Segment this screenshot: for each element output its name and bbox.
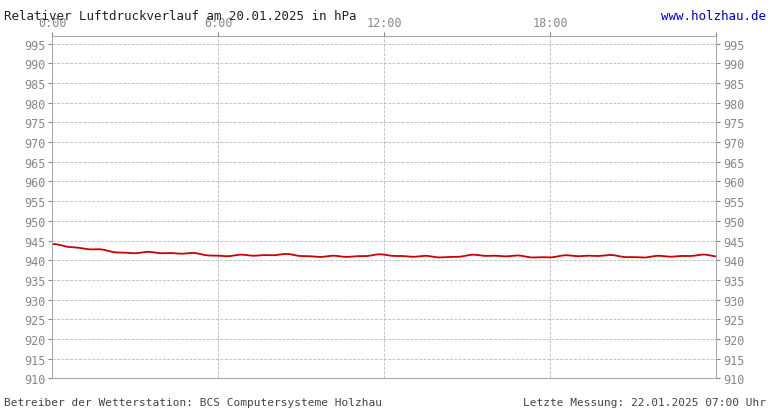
Text: www.holzhau.de: www.holzhau.de — [661, 10, 766, 23]
Text: Letzte Messung: 22.01.2025 07:00 Uhr: Letzte Messung: 22.01.2025 07:00 Uhr — [523, 397, 766, 407]
Text: Betreiber der Wetterstation: BCS Computersysteme Holzhau: Betreiber der Wetterstation: BCS Compute… — [4, 397, 382, 407]
Text: Relativer Luftdruckverlauf am 20.01.2025 in hPa: Relativer Luftdruckverlauf am 20.01.2025… — [4, 10, 357, 23]
